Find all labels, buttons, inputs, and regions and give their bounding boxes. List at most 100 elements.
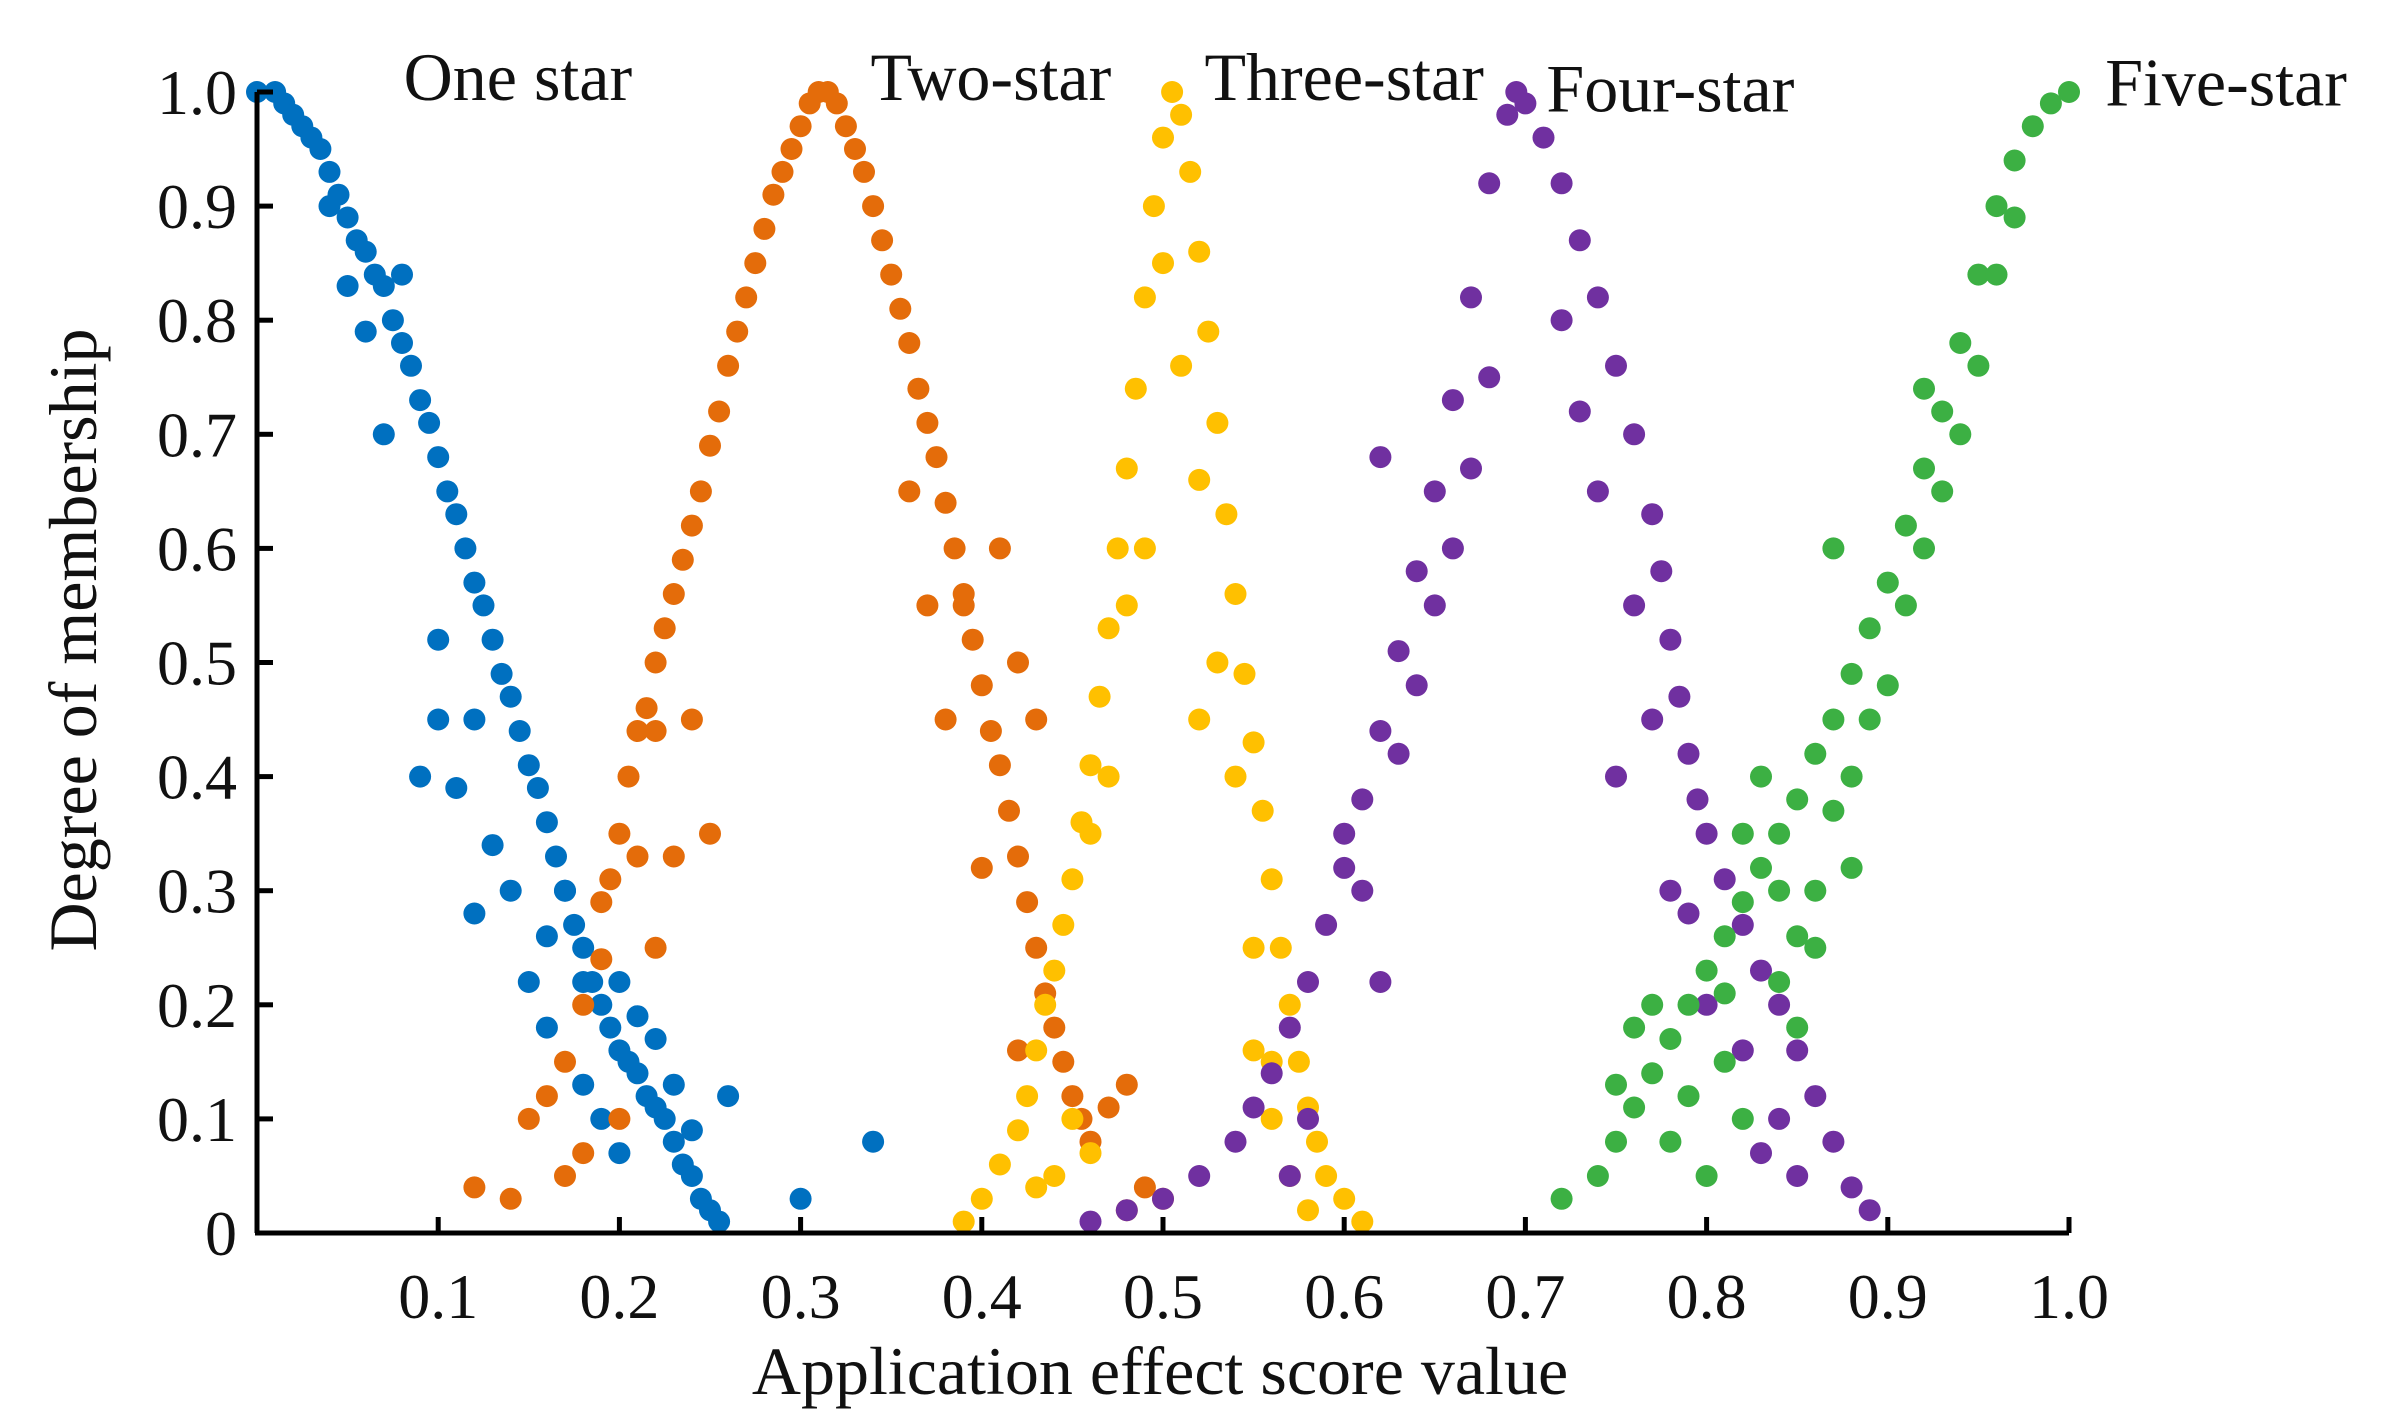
data-point [1188, 240, 1211, 263]
data-point [708, 1210, 731, 1233]
data-point [1025, 936, 1048, 959]
data-point [1206, 411, 1229, 434]
data-point [1052, 1050, 1075, 1073]
data-point [1097, 765, 1120, 788]
points-layer [246, 81, 2080, 1233]
data-point [1351, 1210, 1374, 1233]
data-point [1840, 765, 1863, 788]
series-label: Two-star [871, 39, 1112, 115]
data-point [517, 971, 540, 993]
data-point [1297, 1107, 1319, 1130]
data-point [1007, 845, 1029, 868]
data-point [789, 115, 812, 138]
data-point [590, 1107, 613, 1130]
data-point [1251, 799, 1274, 822]
data-point [517, 1107, 540, 1130]
data-point [680, 1119, 703, 1142]
x-tick-label: 0.8 [1667, 1261, 1747, 1332]
data-point [952, 594, 975, 617]
data-point [1804, 879, 1827, 902]
data-point [2039, 92, 2062, 115]
data-point [916, 594, 939, 617]
data-point [1351, 788, 1374, 811]
series-labels: One star Two-star Three-star Four-star Five-… [404, 39, 2348, 126]
data-point [391, 263, 413, 286]
data-point [680, 708, 703, 731]
data-point [572, 1073, 595, 1096]
data-point [400, 354, 422, 377]
data-point [1677, 902, 1700, 925]
data-point [1278, 1165, 1301, 1187]
data-point [481, 834, 504, 857]
data-point [545, 845, 567, 868]
data-point [1514, 92, 1537, 115]
data-point [644, 651, 667, 674]
data-point [699, 822, 721, 845]
data-point [1605, 1130, 1627, 1153]
data-point [834, 115, 857, 138]
data-point [372, 275, 395, 297]
data-point [1731, 822, 1754, 845]
data-point [1405, 560, 1428, 583]
data-point [1786, 1165, 1809, 1187]
data-point [454, 537, 477, 560]
data-point [535, 925, 558, 948]
y-tick-label: 0.2 [157, 970, 237, 1041]
data-point [563, 913, 586, 936]
data-point [662, 1073, 685, 1096]
data-point [789, 1187, 812, 1210]
data-point [1641, 708, 1664, 731]
data-point [1079, 1142, 1102, 1165]
data-point [1115, 594, 1138, 617]
data-point [762, 183, 785, 206]
data-point [499, 879, 522, 902]
data-point [608, 1142, 631, 1165]
y-tick-label: 0.1 [157, 1084, 237, 1155]
data-point [1659, 1028, 1682, 1050]
data-point [644, 720, 667, 742]
x-tick-label: 0.2 [579, 1261, 659, 1332]
data-point [445, 777, 468, 799]
data-point [427, 628, 450, 651]
data-point [1124, 377, 1147, 400]
data-point [1659, 879, 1682, 902]
data-point [1677, 993, 1700, 1016]
data-point [1025, 1039, 1048, 1062]
data-point [590, 993, 613, 1016]
data-point [1460, 457, 1482, 480]
data-point [1025, 708, 1048, 731]
data-point [572, 1142, 595, 1165]
data-point [1840, 856, 1863, 879]
data-point [653, 1107, 676, 1130]
data-point [1097, 617, 1120, 640]
data-point [680, 1165, 703, 1187]
data-point [1913, 377, 1935, 400]
y-tick-label: 1.0 [157, 57, 237, 128]
data-point [934, 708, 957, 731]
data-point [336, 206, 359, 229]
data-point [1840, 662, 1863, 685]
data-point [979, 720, 1002, 742]
series-two-star [463, 81, 1174, 1222]
data-point [1985, 195, 2008, 218]
data-point [970, 856, 993, 879]
data-point [943, 537, 966, 560]
data-point [753, 217, 776, 240]
data-point [1822, 1130, 1845, 1153]
data-point [1115, 457, 1138, 480]
data-point [1586, 480, 1609, 503]
data-point [1387, 640, 1410, 663]
y-tick-label: 0.9 [157, 171, 237, 242]
x-tick-label: 0.7 [1485, 1261, 1565, 1332]
x-tick-label: 0.1 [398, 1261, 478, 1332]
data-point [1586, 286, 1609, 309]
data-point [1967, 263, 1990, 286]
data-point [644, 1028, 667, 1050]
data-point [1750, 765, 1772, 788]
data-point [1695, 1165, 1718, 1187]
data-point [1550, 172, 1573, 195]
data-point [1115, 1199, 1138, 1222]
data-point [1786, 788, 1809, 811]
data-point [1786, 1039, 1809, 1062]
